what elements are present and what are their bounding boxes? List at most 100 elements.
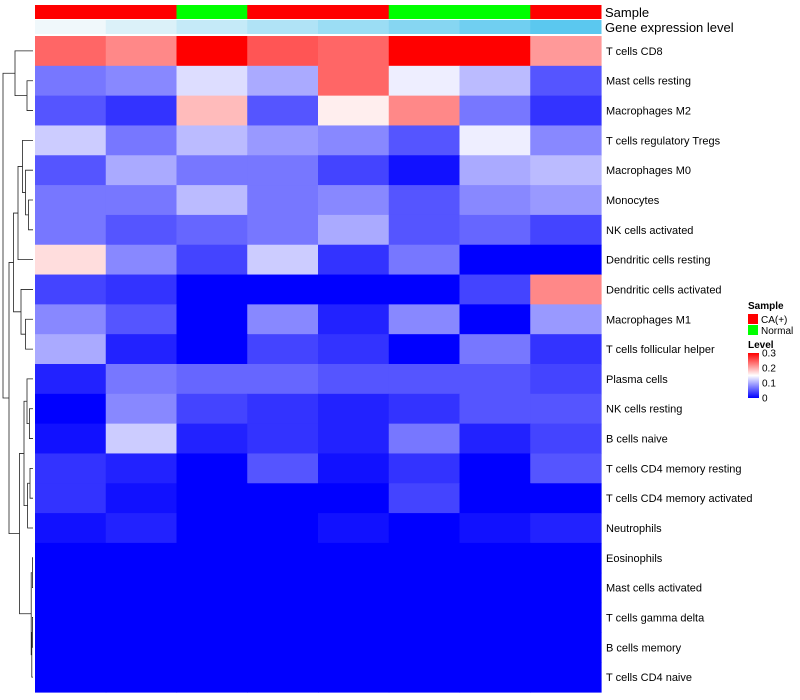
- heatmap-cell: [530, 274, 602, 305]
- level-legend-tick: 0.2: [762, 364, 776, 375]
- sample-anno-cell: [247, 5, 319, 19]
- heatmap-cell: [459, 513, 531, 544]
- heatmap-cell: [318, 274, 390, 305]
- heatmap-cell: [35, 304, 107, 335]
- heatmap-cell: [388, 393, 461, 425]
- heatmap-cell: [176, 125, 248, 156]
- sample-anno-cell: [459, 5, 531, 19]
- heatmap-cell: [176, 214, 248, 246]
- heatmap-cell: [530, 65, 602, 97]
- heatmap-cell: [247, 513, 319, 544]
- heatmap-cell: [247, 244, 319, 276]
- heatmap-cell: [318, 304, 390, 335]
- heatmap-cell: [105, 453, 178, 484]
- heatmap-cell: [388, 185, 461, 216]
- dendrogram-link: [32, 557, 33, 589]
- dendrogram-link: [29, 467, 33, 499]
- level-colorbar: [748, 353, 759, 398]
- heatmap-cell: [530, 155, 602, 186]
- dendrogram-link: [19, 453, 32, 615]
- row-label: Macrophages M0: [606, 165, 691, 177]
- heatmap-cell: [530, 393, 602, 425]
- heatmap-cell: [459, 214, 531, 246]
- heatmap-cell: [388, 95, 461, 127]
- heatmap-cell: [35, 662, 107, 693]
- row-label: Eosinophils: [606, 553, 663, 565]
- heatmap-cell: [318, 602, 390, 633]
- heatmap-cell: [176, 662, 248, 693]
- row-label: T cells CD4 memory resting: [606, 463, 742, 475]
- heatmap-cell: [176, 632, 248, 663]
- heatmap-cell: [530, 334, 602, 365]
- dendrogram-link: [25, 318, 33, 350]
- heatmap-cell: [176, 453, 248, 484]
- heatmap-cell: [35, 423, 107, 455]
- heatmap-cell: [318, 542, 390, 574]
- heatmap-cell: [176, 572, 248, 604]
- sample-legend-swatch: [748, 314, 758, 324]
- heatmap-cell: [35, 513, 107, 544]
- heatmap-cell: [388, 572, 461, 604]
- heatmap-cell: [35, 602, 107, 633]
- heatmap-cell: [105, 662, 178, 693]
- row-label: Dendritic cells activated: [606, 284, 722, 296]
- heatmap-cell: [459, 423, 531, 455]
- heatmap-cell: [105, 214, 178, 246]
- heatmap-cell: [247, 185, 319, 216]
- heatmap-cell: [459, 572, 531, 604]
- heatmap-cell: [35, 364, 107, 395]
- heatmap-cell: [35, 274, 107, 305]
- heatmap-cell: [388, 483, 461, 514]
- heatmap-cell: [530, 244, 602, 276]
- heatmap-cell: [105, 572, 178, 604]
- heatmap-cell: [318, 95, 390, 127]
- row-label: T cells follicular helper: [606, 344, 715, 356]
- heatmap-cell: [530, 513, 602, 544]
- heatmap-cell: [105, 423, 178, 455]
- heatmap-cell: [459, 95, 531, 127]
- heatmap-cell: [105, 602, 178, 633]
- heatmap-cell: [388, 214, 461, 246]
- heatmap-cell: [388, 274, 461, 305]
- heatmap-cell: [247, 393, 319, 425]
- heatmap-cell: [247, 125, 319, 156]
- dendrogram-link: [32, 617, 33, 648]
- heatmap-cell: [318, 453, 390, 484]
- heatmap-cell: [176, 65, 248, 97]
- heatmap-cells: [35, 36, 602, 693]
- heatmap-cell: [105, 65, 178, 97]
- heatmap-cell: [530, 185, 602, 216]
- heatmap-cell: [176, 304, 248, 335]
- heatmap-cell: [176, 602, 248, 633]
- heatmap-cell: [318, 334, 390, 365]
- heatmap-cell: [318, 483, 390, 514]
- dendrogram-link: [26, 378, 33, 425]
- level-legend-tick: 0.1: [762, 379, 776, 390]
- heatmap-cell: [247, 334, 319, 365]
- heatmap-cell: [176, 364, 248, 395]
- heatmap-cell: [459, 244, 531, 276]
- heatmap-cell: [388, 125, 461, 156]
- expression-anno-cell: [388, 20, 460, 34]
- heatmap-cell: [388, 334, 461, 365]
- heatmap-cell: [459, 364, 531, 395]
- sample-anno-cell: [318, 5, 390, 19]
- expression-anno-label: Gene expression level: [605, 20, 734, 35]
- heatmap-cell: [35, 214, 107, 246]
- expression-anno-cell: [530, 20, 602, 34]
- heatmap-cell: [35, 572, 107, 604]
- heatmap-cell: [318, 364, 390, 395]
- dendrogram-link: [26, 80, 33, 111]
- heatmap-cell: [176, 244, 248, 276]
- row-label: Dendritic cells resting: [606, 255, 711, 267]
- heatmap-cell: [247, 423, 319, 455]
- row-label: Plasma cells: [606, 374, 668, 386]
- heatmap-cell: [176, 513, 248, 544]
- sample-anno-cell: [530, 5, 602, 19]
- heatmap-cell: [388, 632, 461, 663]
- heatmap-cell: [247, 453, 319, 484]
- sample-anno-cell: [176, 5, 248, 19]
